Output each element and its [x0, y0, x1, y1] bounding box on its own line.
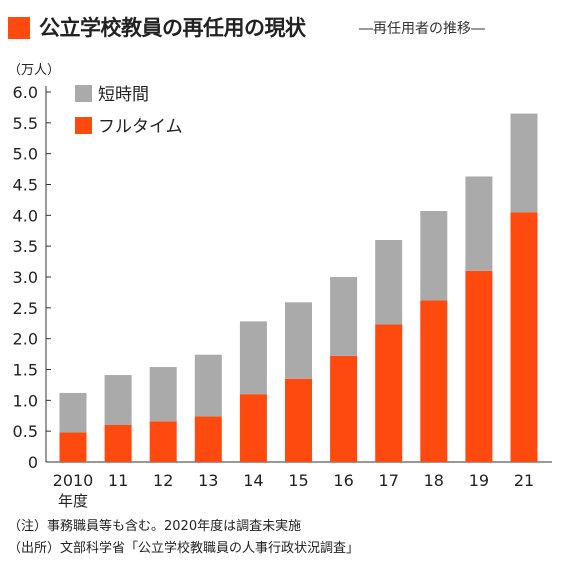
title-marker-square [8, 17, 30, 39]
y-axis-unit-label: （万人） [8, 63, 60, 78]
bar-fulltime [285, 378, 312, 462]
y-tick-label: 1.5 [13, 361, 38, 380]
legend-item-fulltime-label: フルタイム [98, 117, 183, 137]
x-tick-label: 16 [333, 471, 353, 490]
x-tick-label: 11 [108, 471, 128, 490]
bar-parttime [59, 392, 87, 433]
chart-header: 公立学校教員の再任用の現状 ―再任用者の推移― [8, 10, 562, 50]
chart-area: （万人） 0 0.5 1.0 1.5 2.0 2.5 3.0 3.5 4.0 4.5 5.0 5.5 6.… [0, 60, 570, 520]
x-tick-label: 14 [243, 471, 263, 490]
bar-parttime [239, 321, 267, 395]
bar-parttime [330, 277, 358, 356]
x-tick-label: 21 [514, 471, 534, 490]
footnote-source: （出所）文部科学省「公立学校教職員の人事行政状況調査」 [8, 541, 360, 556]
x-tick-label: 15 [288, 471, 308, 490]
y-tick-label: 0 [28, 453, 38, 472]
y-tick-label: 2.5 [13, 299, 38, 318]
bar-parttime [285, 302, 312, 379]
x-tick-label: 12 [153, 471, 173, 490]
chart-title: 公立学校教員の再任用の現状 [39, 16, 306, 40]
bar-parttime [104, 375, 132, 425]
bar-fulltime [330, 355, 358, 462]
bar-fulltime [149, 421, 177, 462]
bar-fulltime [465, 270, 493, 462]
bar-fulltime [510, 212, 538, 462]
bar-fulltime [239, 394, 267, 462]
chart-subtitle: ―再任用者の推移― [359, 21, 485, 37]
bar-parttime [420, 211, 448, 301]
bar-parttime [194, 354, 222, 417]
bar-fulltime [59, 432, 87, 462]
y-tick-label: 2.0 [13, 330, 38, 349]
y-tick-label: 0.5 [13, 422, 38, 441]
bar-parttime [510, 113, 538, 213]
x-tick-label-sub: 年度 [58, 492, 88, 510]
x-tick-label: 13 [198, 471, 218, 490]
y-tick-label: 4.5 [13, 176, 38, 195]
bar-fulltime [375, 324, 403, 462]
legend-item-fulltime-swatch [75, 117, 92, 134]
x-tick-label: 19 [469, 471, 489, 490]
bar-fulltime [420, 300, 448, 462]
y-tick-label: 5.5 [13, 114, 38, 133]
y-tick-label: 1.0 [13, 391, 38, 410]
bar-fulltime [194, 416, 222, 462]
footnotes: （注）事務職員等も含む。2020年度は調査未実施 （出所）文部科学省「公立学校教… [8, 516, 359, 560]
x-tick-label: 2010 [53, 471, 94, 490]
y-tick-label: 3.0 [13, 268, 38, 287]
legend-item-parttime-swatch [75, 85, 92, 102]
legend-item-parttime-label: 短時間 [98, 85, 149, 105]
x-tick-label: 18 [424, 471, 444, 490]
y-tick-label: 5.0 [13, 145, 38, 164]
bar-parttime [149, 367, 177, 422]
bar-parttime [465, 176, 493, 271]
bar-parttime [375, 240, 403, 325]
x-tick-label: 17 [379, 471, 399, 490]
y-tick-label: 4.0 [13, 206, 38, 225]
bar-fulltime [104, 425, 132, 462]
y-tick-label: 3.5 [13, 237, 38, 256]
footnote-note: （注）事務職員等も含む。2020年度は調査未実施 [8, 519, 302, 534]
stacked-bar-chart: （万人） 0 0.5 1.0 1.5 2.0 2.5 3.0 3.5 4.0 4.5 5.0 5.5 6.… [8, 63, 552, 510]
y-tick-label: 6.0 [13, 83, 38, 102]
